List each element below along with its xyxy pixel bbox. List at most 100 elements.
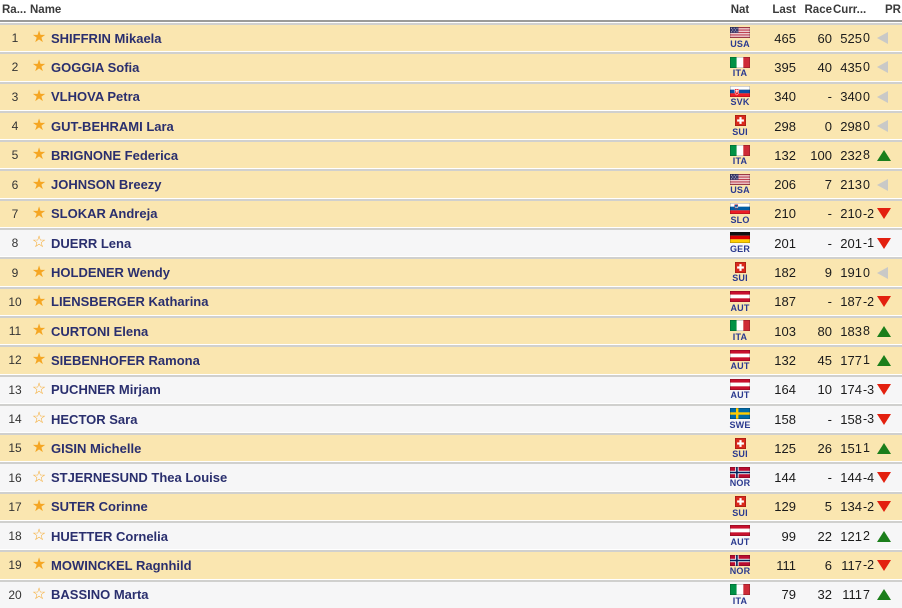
column-header-pr[interactable]: PR [885, 4, 901, 16]
current-points: 187 [840, 294, 862, 310]
triangle-up-icon [877, 354, 891, 366]
table-row[interactable]: 6 ★ JOHNSON Breezy USA 206 7 213 0 [0, 171, 902, 198]
nationality-cell: USA [718, 27, 762, 49]
rank-change-value: 0 [863, 177, 870, 192]
star-outline-icon[interactable]: ☆ [31, 380, 47, 398]
rank-number: 2 [11, 60, 19, 75]
trend-cell [877, 472, 894, 484]
table-row[interactable]: 3 ★ VLHOVA Petra SVK 340 - 340 0 [0, 83, 902, 110]
table-row[interactable]: 15 ★ GISIN Michelle SUI 125 26 151 1 [0, 435, 902, 462]
table-row[interactable]: 4 ★ GUT-BEHRAMI Lara SUI 298 0 298 0 [0, 112, 902, 140]
country-code: USA [730, 38, 750, 49]
column-header-rank[interactable]: Ra... [2, 4, 27, 16]
table-row[interactable]: 14 ☆ HECTOR Sara SWE 158 - 158 -3 [0, 405, 902, 433]
column-header-last[interactable]: Last [772, 4, 796, 16]
star-outline-icon[interactable]: ☆ [31, 410, 47, 427]
table-row[interactable]: 5 ★ BRIGNONE Federica ITA 132 100 232 8 [0, 142, 902, 169]
current-points: 121 [840, 528, 862, 544]
star-filled-icon[interactable]: ★ [31, 556, 47, 574]
star-filled-icon[interactable]: ★ [31, 263, 47, 281]
column-header-curr[interactable]: Curr... [833, 4, 867, 16]
rank-number: 14 [8, 412, 22, 426]
race-points: 45 [817, 352, 832, 368]
athlete-name: LIENSBERGER Katharina [51, 294, 209, 310]
nationality-cell: SUI [718, 437, 762, 460]
country-flag-icon [734, 115, 746, 127]
country-flag-icon [730, 378, 750, 390]
table-row[interactable]: 7 ★ SLOKAR Andreja SLO 210 - 210 -2 [0, 200, 902, 228]
athlete-name: DUERR Lena [51, 235, 132, 251]
column-header-race[interactable]: Race [804, 4, 833, 16]
nationality-cell: AUT [718, 349, 762, 372]
country-code: SUI [732, 273, 748, 284]
trend-cell [877, 384, 894, 396]
last-points: 79 [781, 587, 796, 603]
table-row[interactable]: 13 ☆ PUCHNER Mirjam AUT 164 10 174 -3 [0, 376, 902, 403]
country-code: AUT [730, 390, 750, 401]
triangle-down-icon [877, 296, 891, 308]
star-filled-icon[interactable]: ★ [31, 439, 47, 457]
star-outline-icon[interactable]: ☆ [31, 234, 47, 252]
current-points: 144 [840, 470, 862, 486]
current-points: 134 [840, 499, 862, 515]
triangle-left-icon [877, 266, 888, 279]
last-points: 187 [774, 294, 796, 310]
column-header-nat[interactable]: Nat [730, 4, 750, 16]
star-filled-icon[interactable]: ★ [31, 204, 47, 222]
star-outline-icon[interactable]: ☆ [31, 527, 47, 545]
star-outline-icon[interactable]: ☆ [31, 585, 47, 603]
star-filled-icon[interactable]: ★ [31, 292, 47, 310]
star-filled-icon[interactable]: ★ [31, 29, 47, 47]
star-outline-icon[interactable]: ☆ [31, 468, 47, 486]
last-points: 144 [774, 470, 796, 486]
triangle-left-icon [877, 120, 888, 133]
star-filled-icon[interactable]: ★ [31, 146, 47, 164]
athlete-name: GOGGIA Sofia [51, 59, 140, 75]
trend-cell [877, 178, 894, 191]
last-points: 206 [774, 177, 796, 193]
star-filled-icon[interactable]: ★ [31, 175, 47, 193]
table-row[interactable]: 18 ☆ HUETTER Cornelia AUT 99 22 121 2 [0, 523, 902, 550]
trend-cell [877, 208, 894, 220]
current-points: 111 [842, 587, 862, 603]
table-row[interactable]: 2 ★ GOGGIA Sofia ITA 395 40 435 0 [0, 54, 902, 81]
rank-number: 9 [11, 265, 19, 280]
rank-change-value: 8 [863, 324, 870, 339]
star-filled-icon[interactable]: ★ [31, 87, 47, 105]
table-row[interactable]: 1 ★ SHIFFRIN Mikaela USA 465 60 525 0 [0, 25, 902, 52]
last-points: 132 [774, 352, 796, 368]
country-code: AUT [730, 302, 750, 313]
last-points: 395 [774, 59, 796, 75]
country-flag-icon [730, 232, 750, 244]
star-filled-icon[interactable]: ★ [31, 497, 47, 515]
trend-cell [877, 559, 894, 571]
table-row[interactable]: 16 ☆ STJERNESUND Thea Louise NOR 144 - 1… [0, 464, 902, 491]
last-points: 111 [776, 557, 796, 573]
country-flag-icon [730, 85, 750, 97]
current-points: 191 [840, 265, 862, 281]
last-points: 164 [774, 382, 796, 398]
triangle-down-icon [877, 472, 891, 484]
star-filled-icon[interactable]: ★ [31, 351, 47, 369]
race-points: - [827, 89, 832, 105]
nationality-cell: GER [718, 232, 762, 254]
current-points: 177 [840, 352, 862, 368]
column-header-name[interactable]: Name [30, 4, 62, 16]
table-row[interactable]: 12 ★ SIEBENHOFER Ramona AUT 132 45 177 1 [0, 347, 902, 374]
star-filled-icon[interactable]: ★ [31, 117, 47, 135]
last-points: 182 [774, 265, 796, 281]
star-filled-icon[interactable]: ★ [31, 322, 47, 340]
table-row[interactable]: 19 ★ MOWINCKEL Ragnhild NOR 111 6 117 -2 [0, 552, 902, 579]
country-flag-icon [730, 466, 750, 478]
race-points: 0 [824, 118, 832, 134]
table-row[interactable]: 17 ★ SUTER Corinne SUI 129 5 134 -2 [0, 493, 902, 521]
nationality-cell: NOR [718, 554, 762, 577]
trend-cell [877, 325, 894, 337]
table-row[interactable]: 11 ★ CURTONI Elena ITA 103 80 183 8 [0, 317, 902, 345]
table-row[interactable]: 20 ☆ BASSINO Marta ITA 79 32 111 7 [0, 581, 902, 608]
table-row[interactable]: 10 ★ LIENSBERGER Katharina AUT 187 - 187… [0, 288, 902, 315]
star-filled-icon[interactable]: ★ [31, 58, 47, 76]
table-row[interactable]: 8 ☆ DUERR Lena GER 201 - 201 -1 [0, 230, 902, 257]
table-row[interactable]: 9 ★ HOLDENER Wendy SUI 182 9 191 0 [0, 259, 902, 286]
athlete-name: HOLDENER Wendy [51, 265, 170, 281]
